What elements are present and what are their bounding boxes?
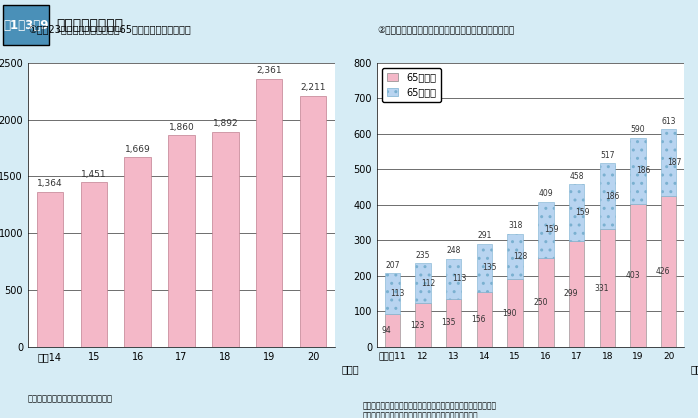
Text: ②（独）都市再生機構における『孤立死＊』の発生状況: ②（独）都市再生機構における『孤立死＊』の発生状況 bbox=[377, 25, 514, 34]
Bar bbox=[507, 279, 523, 347]
Bar bbox=[168, 135, 195, 347]
Bar bbox=[415, 263, 431, 303]
Text: ＊（独）都市再生機構が運営管理する賃貸住宅で、単身居住者が
誰にも看取られることなく、賃貸住宅内で死亡した件数: ＊（独）都市再生機構が運営管理する賃貸住宅で、単身居住者が 誰にも看取られること… bbox=[363, 401, 497, 418]
Bar bbox=[385, 273, 400, 314]
Bar bbox=[477, 291, 492, 347]
Text: 299: 299 bbox=[564, 289, 578, 298]
Text: 1,451: 1,451 bbox=[81, 170, 107, 178]
Bar bbox=[538, 258, 554, 347]
Text: 113: 113 bbox=[452, 274, 466, 283]
Text: 186: 186 bbox=[637, 166, 651, 175]
Text: 1,860: 1,860 bbox=[169, 123, 194, 132]
Text: （年）: （年） bbox=[690, 364, 698, 374]
FancyBboxPatch shape bbox=[3, 5, 49, 45]
Text: 159: 159 bbox=[544, 225, 558, 234]
Text: 331: 331 bbox=[595, 284, 609, 293]
Text: 123: 123 bbox=[410, 321, 424, 329]
Text: 291: 291 bbox=[477, 231, 491, 240]
Bar bbox=[385, 314, 400, 347]
Text: 1,669: 1,669 bbox=[125, 145, 151, 154]
Text: 図1－3－9: 図1－3－9 bbox=[3, 18, 49, 32]
Text: 403: 403 bbox=[625, 271, 640, 280]
Text: 590: 590 bbox=[631, 125, 645, 134]
Bar bbox=[600, 229, 615, 347]
Text: 135: 135 bbox=[483, 263, 497, 272]
Bar bbox=[538, 201, 554, 258]
Text: 207: 207 bbox=[385, 261, 399, 270]
Bar bbox=[569, 184, 584, 241]
Bar bbox=[446, 259, 461, 299]
Text: 409: 409 bbox=[539, 189, 553, 198]
Text: 112: 112 bbox=[422, 279, 436, 288]
Text: 資料：東京都監察医務院『事業概要』: 資料：東京都監察医務院『事業概要』 bbox=[28, 394, 113, 403]
Text: 235: 235 bbox=[416, 251, 430, 260]
Bar bbox=[661, 129, 676, 196]
Text: 248: 248 bbox=[447, 246, 461, 255]
Bar bbox=[630, 138, 646, 204]
Text: 458: 458 bbox=[570, 172, 584, 181]
Text: 135: 135 bbox=[441, 319, 455, 327]
Text: 190: 190 bbox=[503, 308, 517, 318]
Legend: 65歳以上, 65歳未満: 65歳以上, 65歳未満 bbox=[382, 68, 441, 102]
Bar bbox=[124, 157, 151, 347]
Text: 186: 186 bbox=[606, 192, 620, 201]
Text: 426: 426 bbox=[656, 267, 670, 276]
Bar bbox=[569, 241, 584, 347]
Bar bbox=[446, 299, 461, 347]
Text: 128: 128 bbox=[514, 252, 528, 261]
Bar bbox=[300, 96, 326, 347]
Text: 187: 187 bbox=[667, 158, 681, 167]
Bar bbox=[256, 79, 283, 347]
Text: 318: 318 bbox=[508, 222, 522, 230]
Text: 2,361: 2,361 bbox=[256, 66, 282, 75]
Bar bbox=[37, 192, 63, 347]
Text: ①東京23区内で自宅で死亡した65歳以上一人暮らしの者: ①東京23区内で自宅で死亡した65歳以上一人暮らしの者 bbox=[28, 24, 191, 34]
Text: 156: 156 bbox=[472, 315, 486, 324]
Bar bbox=[477, 244, 492, 291]
Text: 517: 517 bbox=[600, 151, 614, 160]
Text: 1,364: 1,364 bbox=[37, 179, 63, 189]
Text: 613: 613 bbox=[662, 117, 676, 125]
Bar bbox=[507, 234, 523, 279]
Text: 94: 94 bbox=[382, 326, 392, 335]
Text: 1,892: 1,892 bbox=[213, 120, 238, 128]
Bar bbox=[212, 132, 239, 347]
Text: 113: 113 bbox=[391, 289, 405, 298]
Bar bbox=[80, 182, 107, 347]
Bar bbox=[415, 303, 431, 347]
Bar bbox=[661, 196, 676, 347]
Text: 2,211: 2,211 bbox=[300, 83, 326, 92]
Bar bbox=[600, 163, 615, 229]
Bar bbox=[630, 204, 646, 347]
Text: 250: 250 bbox=[533, 298, 547, 307]
Text: 159: 159 bbox=[575, 208, 589, 217]
Text: 孤立死の発生状況: 孤立死の発生状況 bbox=[56, 18, 123, 32]
Text: （年）: （年） bbox=[341, 364, 359, 374]
